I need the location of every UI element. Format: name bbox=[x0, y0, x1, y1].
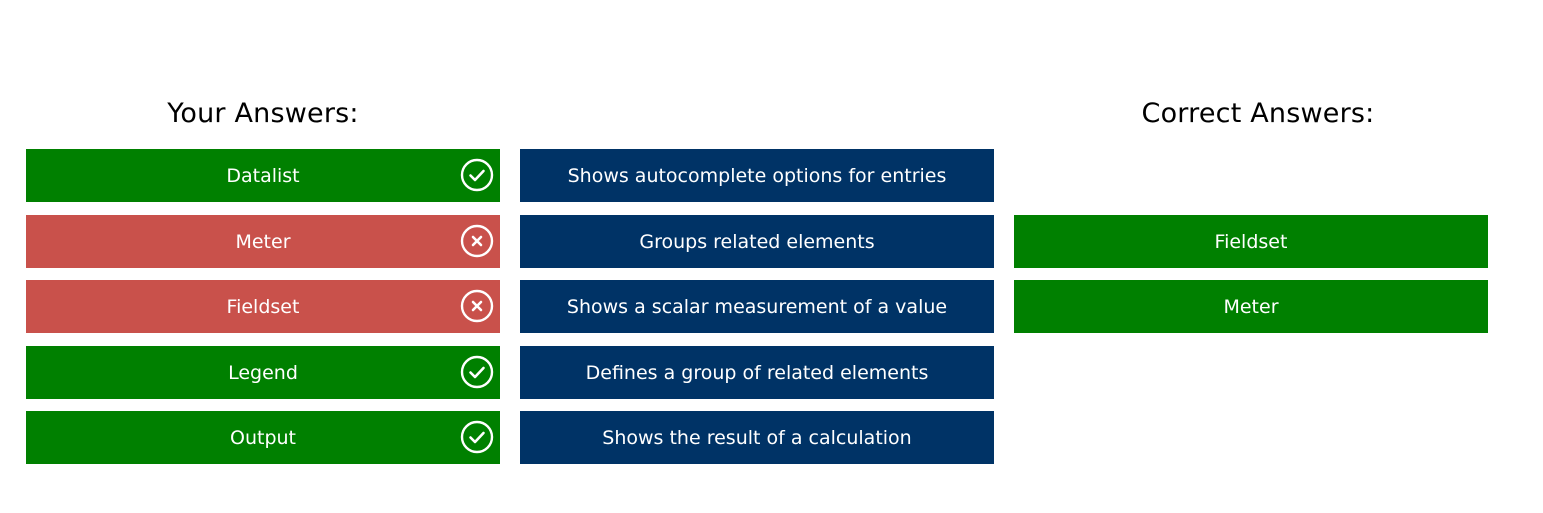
your-answers-heading: Your Answers: bbox=[167, 98, 359, 129]
correct-answer-box: Meter bbox=[1014, 280, 1488, 333]
description-label: Shows autocomplete options for entries bbox=[567, 164, 947, 187]
correct-answer-box: Fieldset bbox=[1014, 215, 1488, 268]
description-box: Shows a scalar measurement of a value bbox=[520, 280, 994, 333]
correct-answer-label: Fieldset bbox=[1214, 230, 1288, 253]
your-answer-box: Meter bbox=[26, 215, 500, 268]
x-circle-icon bbox=[460, 224, 494, 258]
correct-answer-label: Meter bbox=[1223, 295, 1279, 318]
your-answer-label: Legend bbox=[228, 361, 298, 384]
correct-answers-heading: Correct Answers: bbox=[1141, 98, 1375, 129]
description-box: Shows the result of a calculation bbox=[520, 411, 994, 464]
check-circle-icon bbox=[460, 355, 494, 389]
your-answer-label: Datalist bbox=[226, 164, 300, 187]
check-circle-icon bbox=[460, 420, 494, 454]
description-box: Defines a group of related elements bbox=[520, 346, 994, 399]
description-box: Groups related elements bbox=[520, 215, 994, 268]
description-label: Shows the result of a calculation bbox=[602, 426, 912, 449]
your-answer-box: Legend bbox=[26, 346, 500, 399]
x-circle-icon bbox=[460, 289, 494, 323]
your-answer-label: Output bbox=[230, 426, 296, 449]
your-answer-label: Fieldset bbox=[226, 295, 300, 318]
description-box: Shows autocomplete options for entries bbox=[520, 149, 994, 202]
your-answer-box: Fieldset bbox=[26, 280, 500, 333]
check-circle-icon bbox=[460, 158, 494, 192]
description-label: Groups related elements bbox=[639, 230, 875, 253]
your-answer-label: Meter bbox=[235, 230, 291, 253]
description-label: Defines a group of related elements bbox=[585, 361, 929, 384]
description-label: Shows a scalar measurement of a value bbox=[566, 295, 948, 318]
your-answer-box: Output bbox=[26, 411, 500, 464]
your-answer-box: Datalist bbox=[26, 149, 500, 202]
